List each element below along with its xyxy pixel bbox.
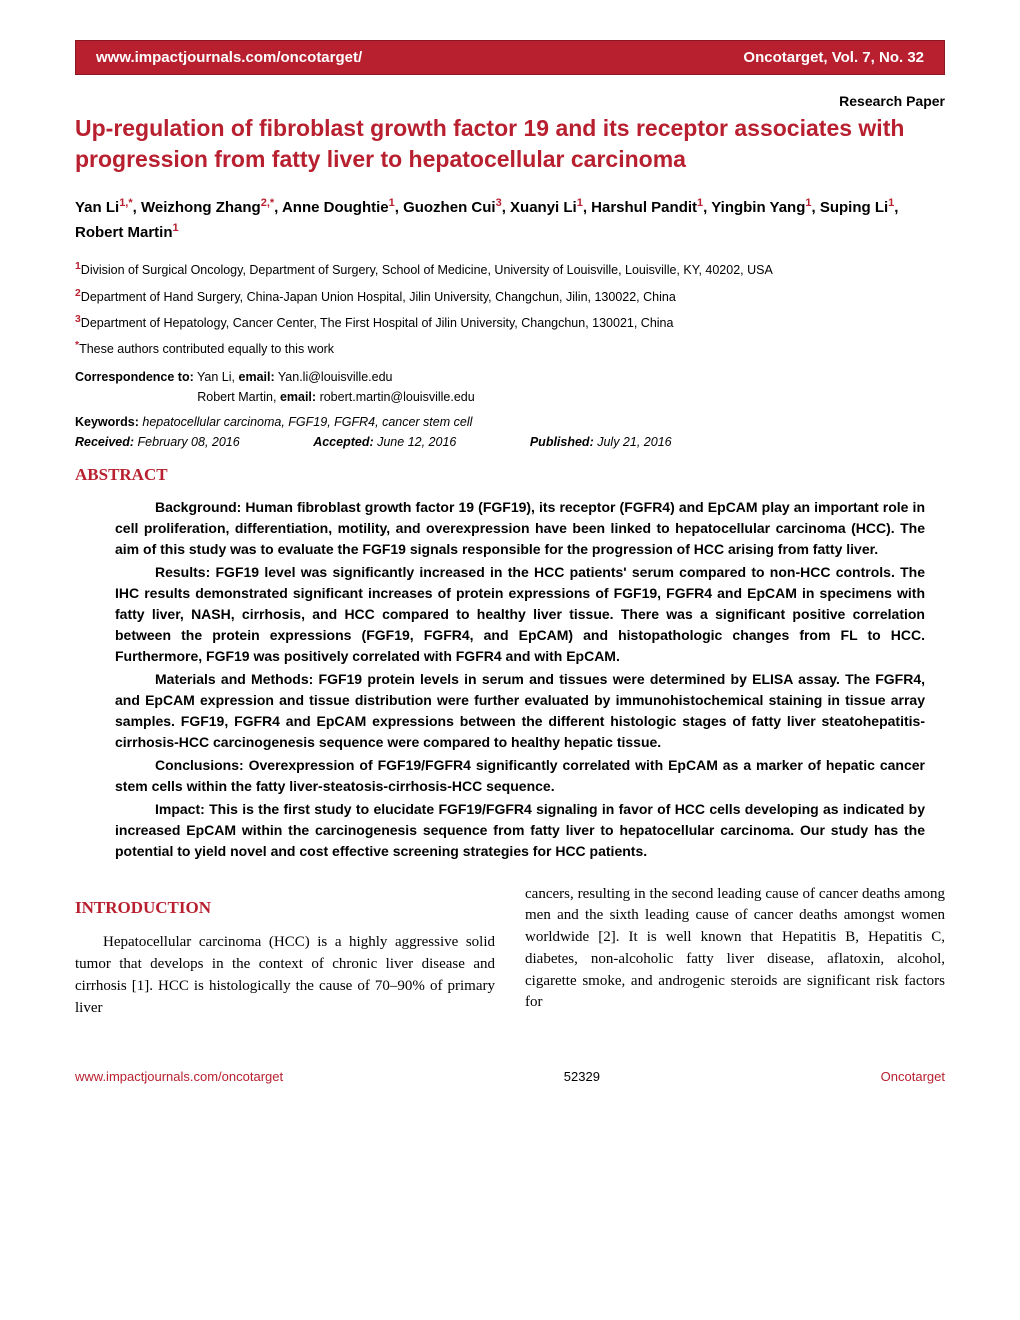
correspondence: Correspondence to: Yan Li, email: Yan.li… [75,367,945,407]
footer-url: www.impactjournals.com/oncotarget [75,1069,283,1084]
paper-type-label: Research Paper [75,93,945,109]
abstract-body: Background: Human fibroblast growth fact… [75,497,945,862]
abstract-heading: ABSTRACT [75,465,945,485]
intro-heading: INTRODUCTION [75,896,495,921]
affiliation: 2Department of Hand Surgery, China-Japan… [75,285,945,308]
intro-para-right: cancers, resulting in the second leading… [525,884,945,1015]
accepted-value: June 12, 2016 [377,435,456,449]
corr-email-0: Yan.li@louisville.edu [278,370,393,384]
abstract-paragraph: Conclusions: Overexpression of FGF19/FGF… [115,755,925,797]
column-left: INTRODUCTION Hepatocellular carcinoma (H… [75,884,495,1020]
keywords-label: Keywords: [75,415,139,429]
abstract-paragraph: Impact: This is the first study to eluci… [115,799,925,862]
received-label: Received: [75,435,134,449]
corr-email-1: robert.martin@louisville.edu [320,390,475,404]
affiliation: *These authors contributed equally to th… [75,337,945,360]
abstract-paragraph: Background: Human fibroblast growth fact… [115,497,925,560]
abstract-paragraph: Results: FGF19 level was significantly i… [115,562,925,667]
corr-name-1: Robert Martin, [197,390,276,404]
journal-url: www.impactjournals.com/oncotarget/ [96,49,362,66]
article-dates: Received: February 08, 2016 Accepted: Ju… [75,435,945,449]
published-label: Published: [530,435,594,449]
published-value: July 21, 2016 [597,435,671,449]
column-right: cancers, resulting in the second leading… [525,884,945,1020]
author-list: Yan Li1,*, Weizhong Zhang2,*, Anne Dough… [75,195,945,244]
corr-email-label-1: email: [280,390,316,404]
body-columns: INTRODUCTION Hepatocellular carcinoma (H… [75,884,945,1020]
page: www.impactjournals.com/oncotarget/ Oncot… [0,0,1020,1114]
accepted-label: Accepted: [313,435,373,449]
journal-issue: Oncotarget, Vol. 7, No. 32 [743,49,924,66]
journal-header-bar: www.impactjournals.com/oncotarget/ Oncot… [75,40,945,75]
intro-para-left: Hepatocellular carcinoma (HCC) is a high… [75,932,495,1019]
page-footer: www.impactjournals.com/oncotarget 52329 … [75,1069,945,1084]
article-title: Up-regulation of fibroblast growth facto… [75,113,945,175]
received-value: February 08, 2016 [138,435,240,449]
affiliation: 1Division of Surgical Oncology, Departme… [75,258,945,281]
footer-journal: Oncotarget [881,1069,945,1084]
corr-email-label-0: email: [239,370,275,384]
correspondence-label: Correspondence to: [75,370,194,384]
abstract-paragraph: Materials and Methods: FGF19 protein lev… [115,669,925,753]
corr-name-0: Yan Li, [197,370,235,384]
keywords: Keywords: hepatocellular carcinoma, FGF1… [75,415,945,429]
affiliation: 3Department of Hepatology, Cancer Center… [75,311,945,334]
keywords-value: hepatocellular carcinoma, FGF19, FGFR4, … [142,415,472,429]
affiliations: 1Division of Surgical Oncology, Departme… [75,258,945,361]
footer-page-number: 52329 [564,1069,600,1084]
